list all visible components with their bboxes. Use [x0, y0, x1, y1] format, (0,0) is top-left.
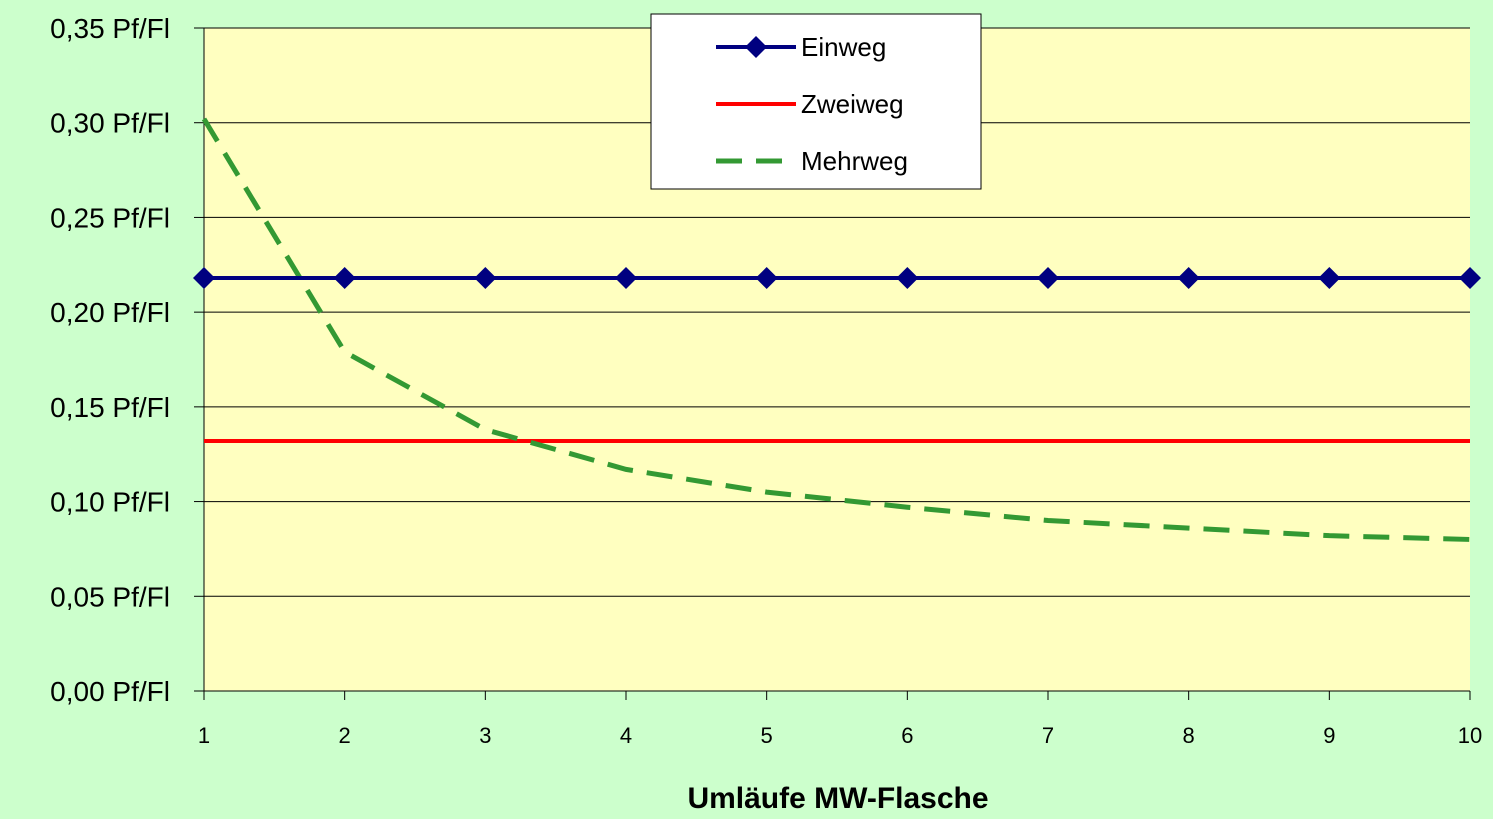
legend-label-zweiweg: Zweiweg	[801, 89, 904, 119]
legend-box	[650, 13, 982, 190]
data-point-einweg	[1037, 267, 1059, 290]
data-point-einweg	[333, 267, 356, 290]
legend-marker-einweg	[745, 36, 767, 58]
y-tick-label: 0,35 Pf/Fl	[50, 13, 170, 44]
y-tick-label: 0,05 Pf/Fl	[50, 581, 170, 612]
y-tick-label: 0,00 Pf/Fl	[50, 676, 170, 707]
x-tick-label: 2	[339, 723, 351, 748]
x-tick-label: 7	[1042, 723, 1054, 748]
series-line-mehrweg	[201, 117, 1471, 542]
data-point-einweg	[474, 267, 497, 290]
data-point-einweg	[1459, 267, 1481, 290]
legend: Einweg Zweiweg Mehrweg	[650, 13, 982, 190]
axes: 0,00 Pf/Fl 0,05 Pf/Fl 0,10 Pf/Fl 0,15 Pf/Fl…	[50, 13, 1482, 748]
y-tick-label: 0,10 Pf/Fl	[50, 487, 170, 518]
x-tick-label: 9	[1323, 723, 1335, 748]
data-point-einweg	[615, 267, 637, 290]
legend-label-mehrweg: Mehrweg	[801, 146, 908, 176]
x-tick-label: 4	[620, 723, 632, 748]
data-point-einweg	[896, 267, 919, 290]
x-tick-label: 6	[901, 723, 913, 748]
x-tick-label: 10	[1458, 723, 1482, 748]
x-tick-label: 5	[761, 723, 773, 748]
y-tick-label: 0,15 Pf/Fl	[50, 392, 170, 423]
legend-label-einweg: Einweg	[801, 32, 886, 62]
data-point-einweg	[755, 267, 778, 290]
y-tick-label: 0,25 Pf/Fl	[50, 202, 170, 233]
x-tick-label: 3	[479, 723, 491, 748]
data-point-einweg	[193, 267, 215, 290]
data-point-einweg	[1318, 267, 1341, 290]
series-lines	[193, 117, 1481, 542]
x-axis-label: Umläufe MW-Flasche	[687, 782, 988, 814]
x-tick-label: 8	[1183, 723, 1195, 748]
y-tick-label: 0,20 Pf/Fl	[50, 297, 170, 328]
x-tick-label: 1	[198, 723, 210, 748]
y-tick-label: 0,30 Pf/Fl	[50, 108, 170, 139]
data-point-einweg	[1177, 267, 1200, 290]
